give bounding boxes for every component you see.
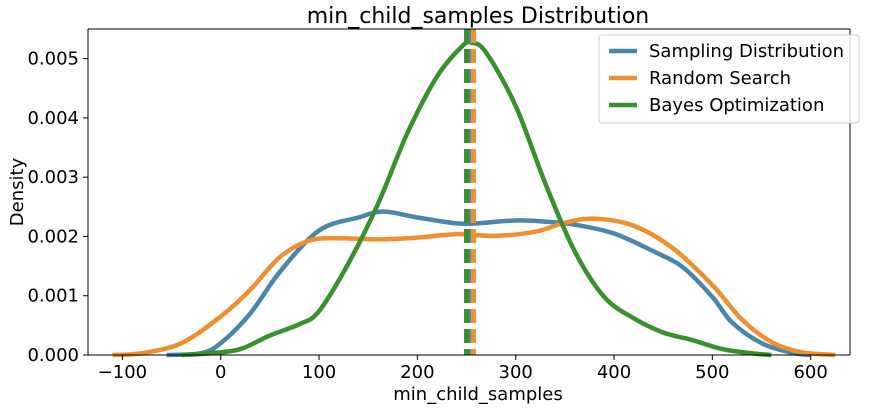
x-axis-title: min_child_samples [393, 384, 563, 405]
y-tick-label: 0.003 [27, 167, 79, 188]
x-tick-label: 600 [793, 362, 827, 383]
y-tick-label: 0.004 [27, 108, 79, 129]
legend: Sampling Distribution Random Search Bayes … [598, 34, 860, 124]
y-tick-label: 0.002 [27, 226, 79, 247]
legend-box [598, 34, 860, 124]
x-tick-label: 100 [302, 362, 336, 383]
y-tick-label: 0.001 [27, 286, 79, 307]
plot-area [112, 29, 836, 358]
x-tick-label: 500 [695, 362, 729, 383]
series-line-2 [112, 216, 836, 358]
chart-title: min_child_samples Distribution [307, 4, 650, 29]
y-tick-label: 0.005 [27, 49, 79, 70]
x-tick-label: −100 [98, 362, 147, 383]
x-tick-label: 200 [400, 362, 434, 383]
legend-label-1: Sampling Distribution [649, 41, 844, 62]
series-line-1 [166, 209, 811, 358]
y-tick-label: 0.000 [27, 345, 79, 366]
x-tick-label: 300 [499, 362, 533, 383]
legend-label-3: Bayes Optimization [649, 95, 824, 116]
x-tick-label: 0 [215, 362, 226, 383]
x-tick-label: 400 [597, 362, 631, 383]
axes: −100 0 100 200 300 400 500 600 0.000 0.001 0.002 0.… [27, 28, 851, 383]
y-axis-title: Density [7, 157, 28, 226]
legend-label-2: Random Search [649, 68, 791, 89]
